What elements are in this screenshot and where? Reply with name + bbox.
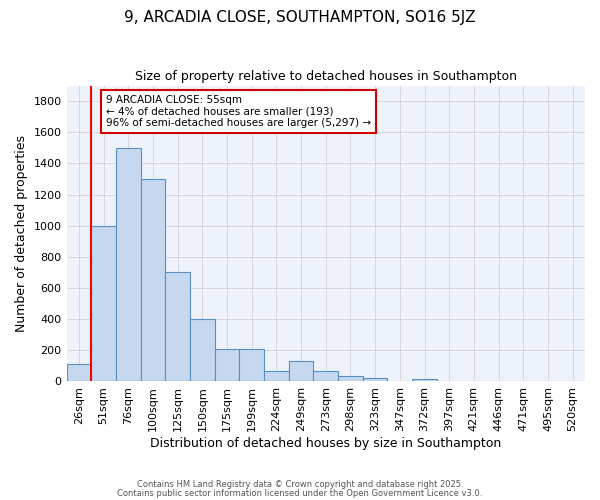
X-axis label: Distribution of detached houses by size in Southampton: Distribution of detached houses by size … — [150, 437, 502, 450]
Text: 9 ARCADIA CLOSE: 55sqm
← 4% of detached houses are smaller (193)
96% of semi-det: 9 ARCADIA CLOSE: 55sqm ← 4% of detached … — [106, 95, 371, 128]
Bar — [486, 380, 511, 382]
Text: 9, ARCADIA CLOSE, SOUTHAMPTON, SO16 5JZ: 9, ARCADIA CLOSE, SOUTHAMPTON, SO16 5JZ — [124, 10, 476, 25]
Bar — [239, 349, 264, 382]
Text: Contains HM Land Registry data © Crown copyright and database right 2025.: Contains HM Land Registry data © Crown c… — [137, 480, 463, 489]
Bar — [289, 361, 313, 382]
Bar — [116, 148, 140, 382]
Bar — [91, 226, 116, 382]
Y-axis label: Number of detached properties: Number of detached properties — [15, 135, 28, 332]
Bar — [264, 370, 289, 382]
Bar — [388, 380, 412, 382]
Bar — [190, 319, 215, 382]
Bar — [412, 379, 437, 382]
Bar — [67, 364, 91, 382]
Bar — [437, 380, 461, 382]
Bar — [313, 370, 338, 382]
Bar — [215, 349, 239, 382]
Bar — [338, 376, 363, 382]
Bar — [165, 272, 190, 382]
Title: Size of property relative to detached houses in Southampton: Size of property relative to detached ho… — [135, 70, 517, 83]
Bar — [140, 179, 165, 382]
Text: Contains public sector information licensed under the Open Government Licence v3: Contains public sector information licen… — [118, 488, 482, 498]
Bar — [363, 378, 388, 382]
